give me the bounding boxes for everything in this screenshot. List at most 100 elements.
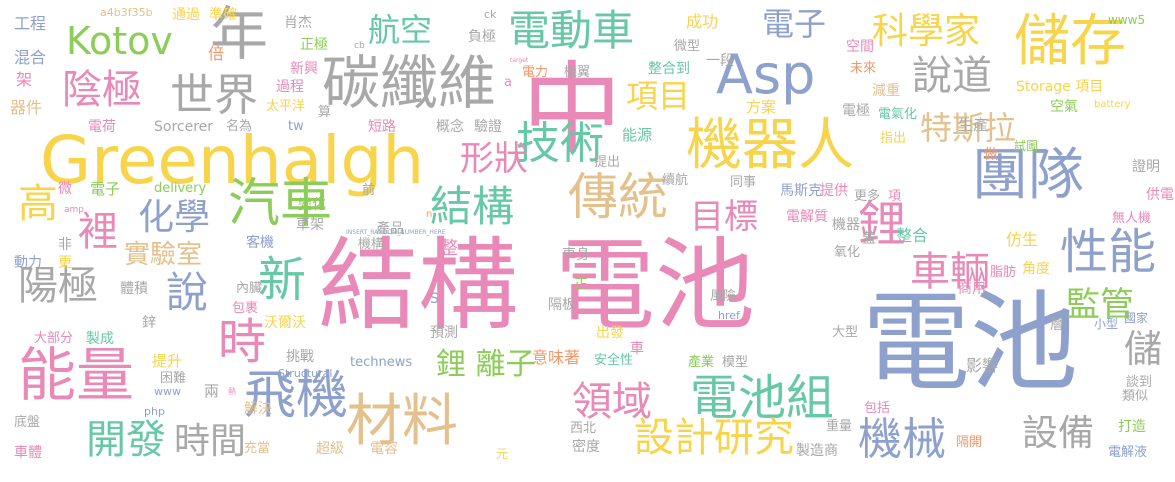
word-yuan: 元 [496, 447, 509, 461]
word-chu: 儲 [1124, 327, 1163, 371]
word-s: S [430, 291, 439, 307]
word-jiejue: 解決 [244, 401, 272, 417]
word-yangji: 陽極 [18, 263, 98, 309]
word-shiyanshi: 實驗室 [124, 240, 203, 270]
word-dazao: 打造 [1118, 419, 1146, 435]
word-tichu: 提出 [594, 155, 621, 170]
word-dianji: 電極 [842, 103, 870, 119]
word-nengyuan: 能源 [622, 126, 653, 144]
word-zuo: 做 [984, 147, 998, 163]
word-tiji: 體積 [120, 281, 148, 297]
word-gekai: 隔開 [956, 435, 983, 450]
word-huaxue: 化學 [138, 197, 211, 238]
word-chufa: 出發 [596, 325, 624, 341]
word-tuandui: 團隊 [972, 143, 1084, 208]
word-shijie: 世界 [170, 70, 258, 121]
word-yuce: 預測 [430, 325, 458, 341]
word-li: 裡 [78, 209, 118, 255]
word-xingzhuang: 形狀 [460, 139, 528, 179]
word-fengxian: 風險 [710, 289, 737, 304]
word-amp: amp [64, 205, 84, 215]
word-gao: 高 [18, 181, 58, 227]
word-zheng: 整 [440, 238, 458, 259]
word-mubiao: 目標 [690, 197, 758, 237]
word-taipingyang: 太平洋 [266, 99, 306, 114]
word-jigou: 機構 [358, 237, 385, 252]
word-xiangmu: 項目 [626, 77, 691, 115]
word-geban: 隔板 [548, 297, 576, 313]
word-shengchan: 生產 [958, 116, 989, 134]
word-sheji-yanjiu: 設計研究 [634, 415, 794, 461]
word-yanzheng: 驗證 [474, 119, 502, 135]
word-shebei: 設備 [1022, 413, 1095, 454]
word-shuodao: 說道 [912, 53, 992, 99]
word-fei: 非 [58, 237, 72, 253]
word-ceng: 層 [1050, 317, 1064, 333]
word-jishu: 技術 [516, 118, 604, 169]
word-liang: 兩 [204, 382, 220, 400]
word-cb: cb [354, 41, 365, 51]
word-gainian: 概念 [436, 119, 464, 135]
word-midu: 密度 [572, 439, 600, 455]
word-zhengming: 證明 [1132, 159, 1160, 175]
word-cheliang: 車輛 [910, 249, 990, 295]
word-che: 車 [630, 341, 644, 357]
word-xiang: 項 [888, 189, 902, 204]
word-dabufen: 大部分 [34, 331, 74, 346]
word-shijian: 時間 [174, 421, 247, 462]
word-daxing: 大型 [832, 325, 859, 340]
word-li-lizi: 鋰 離子 [436, 347, 536, 382]
word-zhenghedao: 整合到 [648, 61, 690, 77]
word-feiji: 飛機 [244, 366, 349, 426]
word-chucun: 儲存 [1014, 9, 1126, 74]
word-qiche: 汽車 [228, 174, 333, 234]
word-bei: 倍 [208, 44, 225, 63]
word-www: www [154, 385, 181, 398]
word-masike: 馬斯克 [780, 183, 822, 199]
word-kongqi: 空氣 [1050, 99, 1078, 115]
word-tiaozhan: 挑戰 [286, 349, 314, 365]
word-zhizaoshang: 製造商 [796, 443, 838, 459]
word-zhicheng: 製成 [86, 331, 114, 347]
word-yingxiang: 影響 [966, 356, 999, 375]
word-shuo: 說 [166, 268, 209, 317]
word-hunhe: 混合 [14, 48, 47, 67]
word-shangyong: 商用 [958, 281, 986, 297]
word-yinji: 陰極 [62, 67, 142, 113]
word-geng: 更 [58, 255, 72, 271]
word-neizang: 內臟 [236, 281, 263, 296]
word-xingneng: 性能 [1060, 224, 1157, 280]
word-chenggong: 成功 [686, 12, 719, 31]
word-yiweizhe: 意味著 [532, 348, 581, 367]
word-wei: 微 [58, 181, 72, 197]
word-structural: Structural [278, 367, 333, 380]
word-weilai: 未來 [850, 61, 877, 76]
word-zhongliang: 重量 [826, 419, 853, 434]
word-duanlu: 短路 [368, 119, 396, 135]
word-chongdang: 充當 [244, 441, 271, 456]
word-gai: 蓋 [862, 231, 876, 247]
word-tesila: 特斯拉 [920, 109, 1017, 147]
word-shi: 時 [218, 314, 267, 370]
word-re: 熱 [228, 387, 236, 396]
word-chuantong: 傳統 [568, 168, 668, 226]
word-hangkong: 航空 [368, 11, 433, 49]
word-dianjiezhi: 電解質 [786, 209, 828, 225]
word-chaoji: 超級 [316, 441, 344, 457]
word-nengliang: 能量 [18, 341, 135, 409]
word-dianchizu: 電池組 [690, 370, 835, 426]
word-dianzi: 電子 [762, 5, 827, 43]
word-fuji: 負極 [468, 29, 496, 45]
word-baokuo: 包括 [864, 401, 891, 416]
word-jianzhong: 減重 [872, 83, 900, 99]
word-zhenghe: 整合 [896, 226, 929, 245]
word-battery: battery [1094, 99, 1131, 110]
word-tongguo: 通過 [172, 7, 200, 23]
word-a4b3f35b: a4b3f35b [100, 6, 153, 19]
word-kaifa: 開發 [86, 417, 166, 463]
word-jiaodu: 角度 [1022, 261, 1050, 277]
word-gengduo: 更多 [854, 189, 881, 204]
word-guocheng: 過程 [276, 79, 304, 95]
word-ck: ck [484, 8, 497, 21]
word-fangsheng: 仿生 [1006, 230, 1039, 249]
